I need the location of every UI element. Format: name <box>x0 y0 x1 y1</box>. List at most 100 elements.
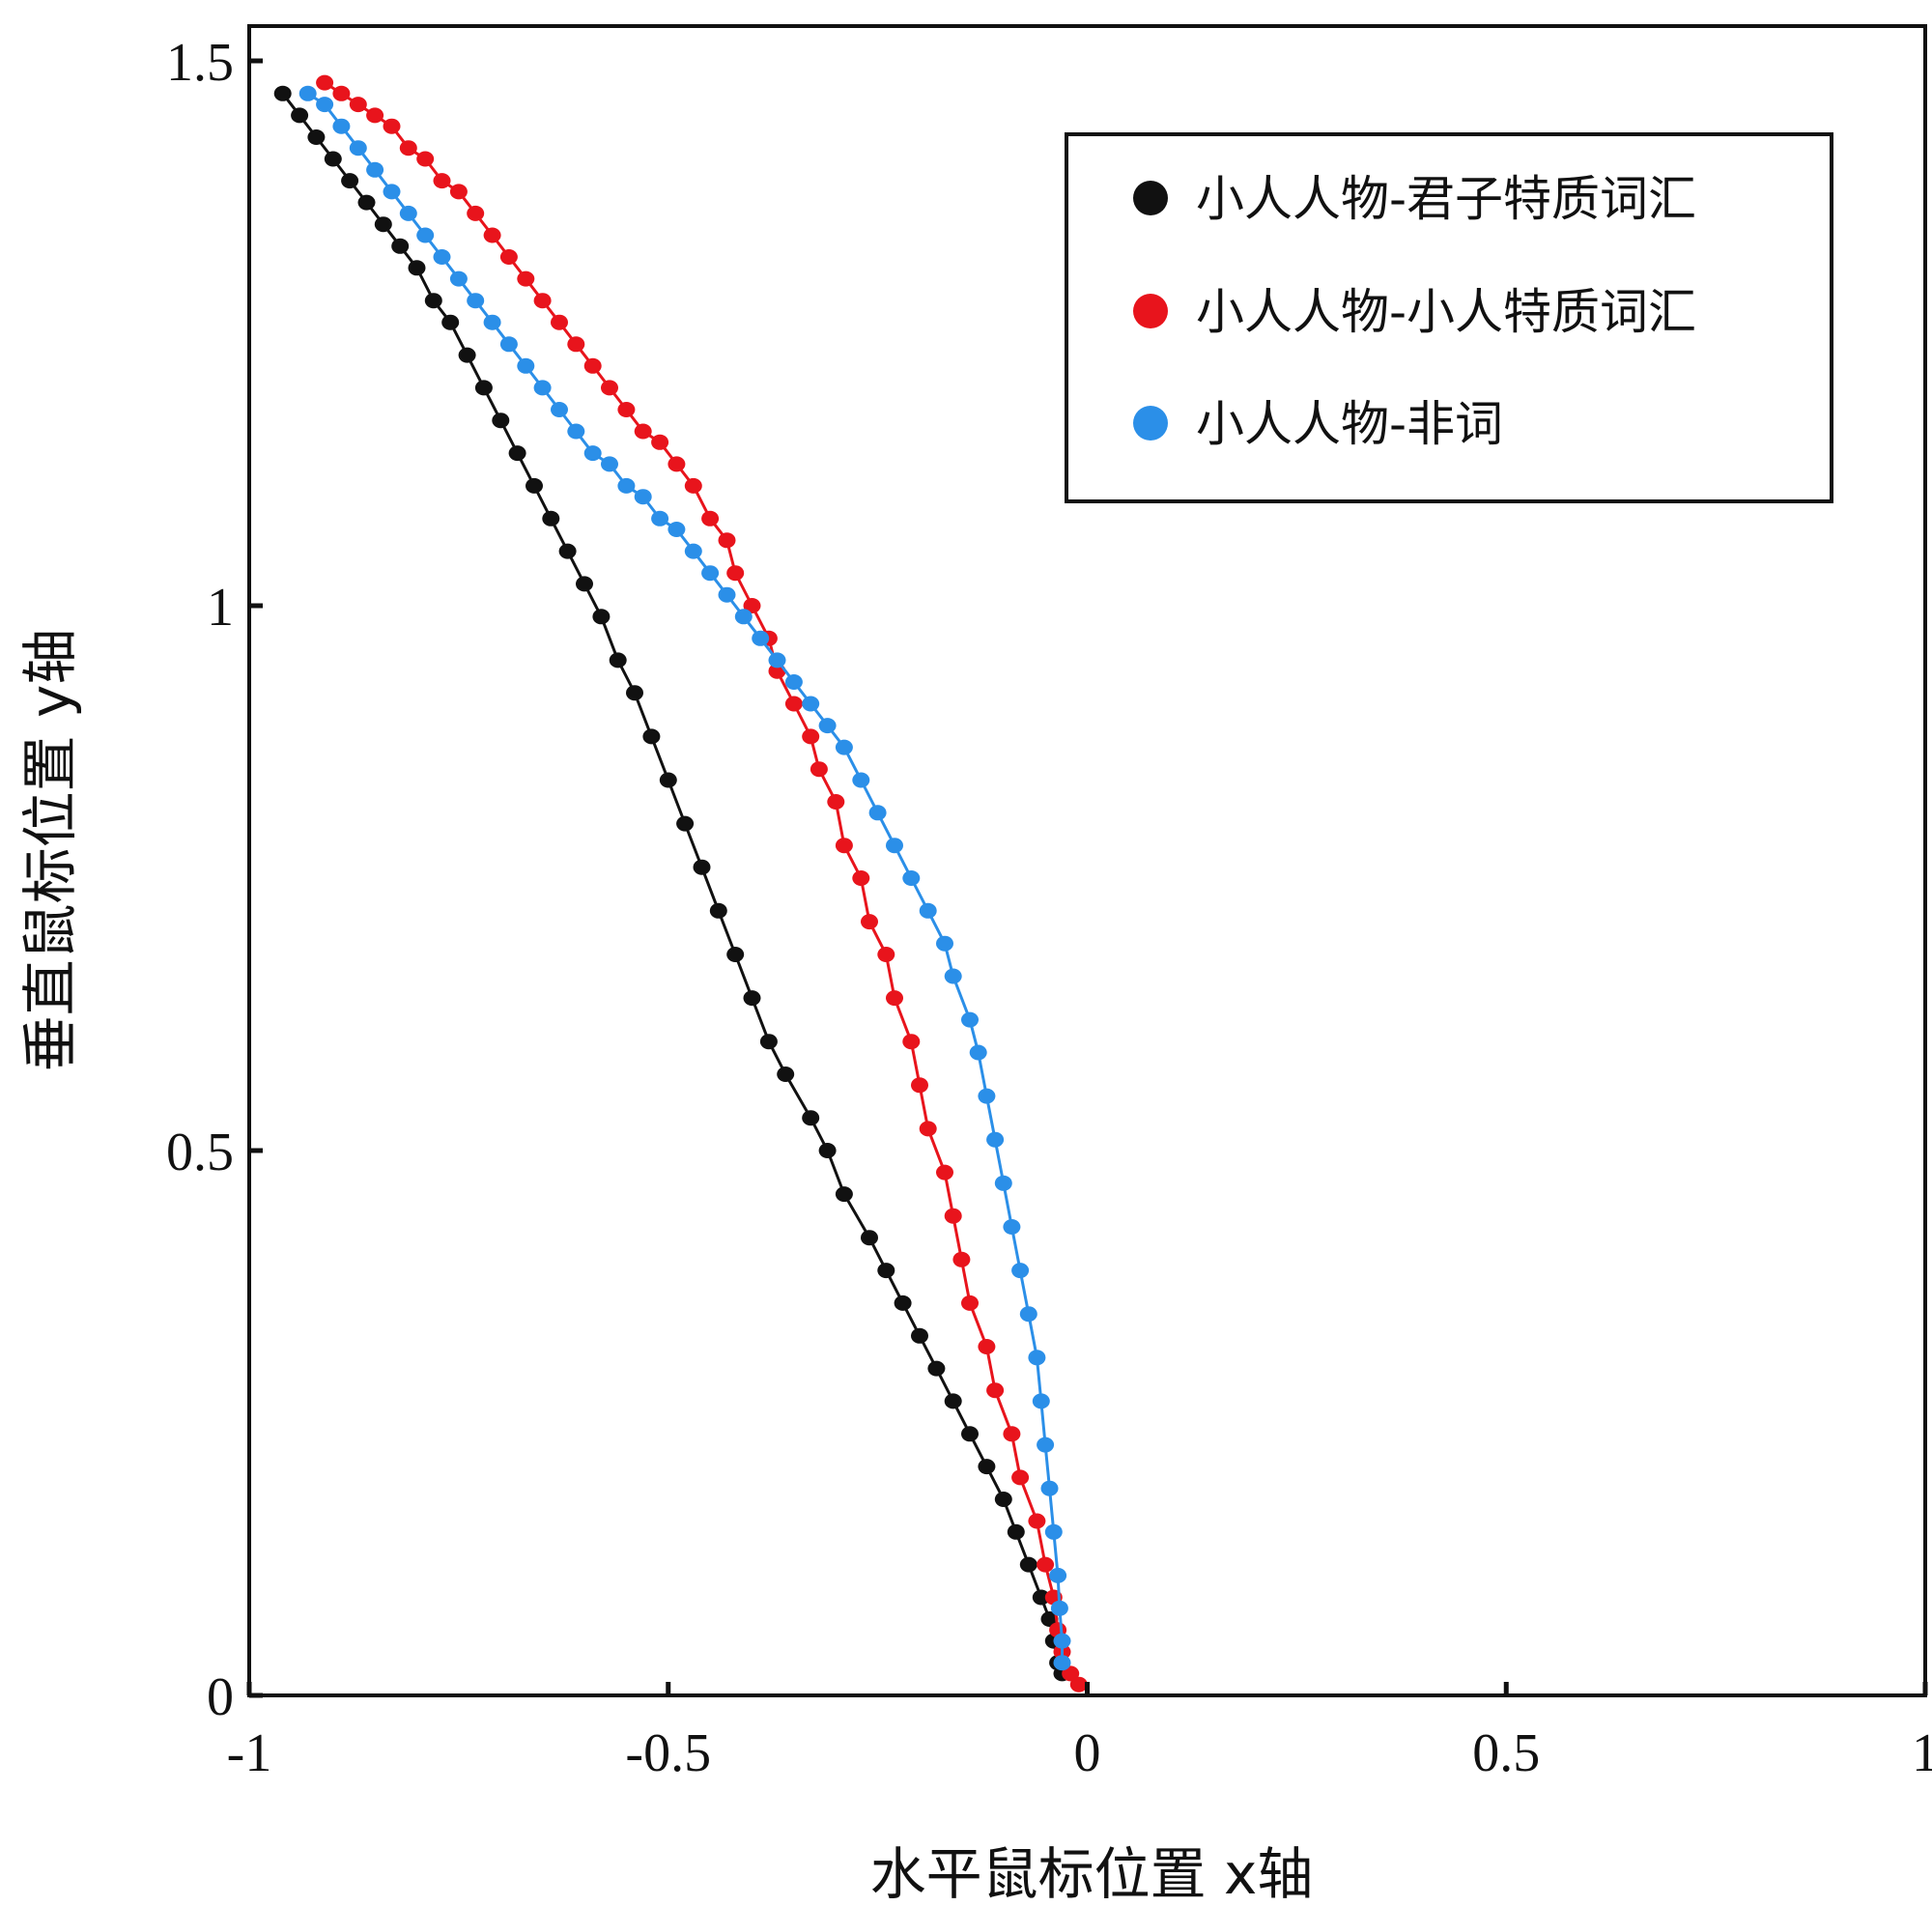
series-line <box>324 81 1080 1686</box>
data-point <box>944 1208 962 1224</box>
x-tick-label: -1 <box>227 1723 272 1783</box>
data-point <box>1003 1219 1021 1235</box>
data-point <box>676 815 695 832</box>
data-point <box>474 380 493 396</box>
data-point <box>291 107 309 124</box>
series-2 <box>298 85 1071 1671</box>
data-point <box>726 565 745 582</box>
data-point <box>517 357 535 374</box>
data-point <box>919 902 937 919</box>
data-point <box>1069 1676 1088 1693</box>
data-point <box>449 270 468 287</box>
series-layer <box>273 74 1088 1693</box>
data-point <box>802 728 820 745</box>
data-point <box>709 902 727 919</box>
data-point <box>626 685 643 701</box>
y-tick-label: 1.5 <box>166 33 234 93</box>
data-point <box>911 1327 928 1344</box>
data-point <box>835 739 853 755</box>
data-point <box>743 990 761 1007</box>
data-point <box>784 674 803 690</box>
data-point <box>366 161 384 178</box>
data-point <box>852 870 870 886</box>
series-line <box>281 92 1064 1674</box>
data-point <box>835 1186 853 1203</box>
data-point <box>567 423 585 440</box>
data-point <box>1028 1513 1046 1529</box>
legend-label-series-0: 小人人物-君子特质词汇 <box>1196 171 1696 227</box>
data-point <box>861 1230 878 1246</box>
data-point <box>1003 1426 1021 1442</box>
x-tick-label: -0.5 <box>625 1723 711 1783</box>
data-point <box>902 870 921 886</box>
data-point <box>483 227 501 243</box>
data-point <box>861 914 878 930</box>
data-point <box>936 1164 953 1181</box>
legend-box <box>1065 132 1833 503</box>
data-point <box>978 1339 996 1354</box>
data-point <box>961 1011 979 1028</box>
data-point <box>357 194 376 211</box>
data-point <box>1032 1589 1050 1606</box>
data-point <box>467 293 485 309</box>
data-point <box>668 522 686 537</box>
data-point <box>1011 1263 1030 1279</box>
data-point <box>877 947 895 962</box>
data-point <box>551 402 568 417</box>
data-point <box>961 1294 979 1311</box>
axis-ticks: -1 -0.5 0 0.5 1 0 0.5 1 1.5 <box>166 33 1932 1783</box>
data-point <box>802 696 820 712</box>
data-point <box>1019 1556 1037 1573</box>
data-point <box>718 532 736 549</box>
data-point <box>818 718 837 734</box>
data-point <box>777 1067 795 1082</box>
data-point <box>558 543 577 559</box>
data-point <box>911 1077 928 1094</box>
series-1 <box>316 74 1088 1693</box>
data-point <box>810 761 828 778</box>
data-point <box>416 151 435 167</box>
data-point <box>617 402 636 417</box>
data-point <box>827 794 845 810</box>
data-point <box>668 456 686 472</box>
data-point <box>952 1251 971 1267</box>
data-point <box>332 118 351 134</box>
legend: 小人人物-君子特质词汇 小人人物-小人特质词汇 小人人物-非词 <box>1065 132 1833 503</box>
legend-label-series-1: 小人人物-小人特质词汇 <box>1196 284 1696 340</box>
data-point <box>759 1034 778 1050</box>
data-point <box>1062 1665 1080 1682</box>
data-point <box>1007 1523 1025 1540</box>
data-point <box>994 1492 1012 1507</box>
data-point <box>877 1263 895 1279</box>
y-tick-label: 0 <box>207 1667 234 1727</box>
data-point <box>508 445 526 462</box>
data-point <box>499 249 518 265</box>
data-point <box>978 1459 996 1475</box>
data-point <box>609 652 627 669</box>
data-point <box>617 477 636 494</box>
data-point <box>994 1175 1012 1191</box>
data-point <box>366 107 384 124</box>
data-point <box>886 838 903 854</box>
data-point <box>701 510 720 526</box>
data-point <box>458 347 476 363</box>
data-point <box>659 772 677 788</box>
data-point <box>852 772 870 788</box>
legend-label-series-2: 小人人物-非词 <box>1196 396 1503 452</box>
y-axis-title: 垂直鼠标位置 y轴 <box>17 629 83 1072</box>
data-point <box>752 630 770 646</box>
data-point <box>399 205 417 221</box>
series-line <box>306 92 1064 1664</box>
data-point <box>383 118 401 134</box>
data-point <box>919 1121 937 1137</box>
data-point <box>567 336 585 353</box>
data-point <box>441 314 460 330</box>
data-point <box>408 260 426 276</box>
data-point <box>374 216 392 233</box>
data-point <box>526 477 543 494</box>
y-tick-label: 1 <box>207 578 234 638</box>
data-point <box>986 1382 1005 1399</box>
legend-marker-series-0 <box>1133 181 1168 215</box>
data-point <box>743 598 761 613</box>
data-point <box>433 173 451 189</box>
